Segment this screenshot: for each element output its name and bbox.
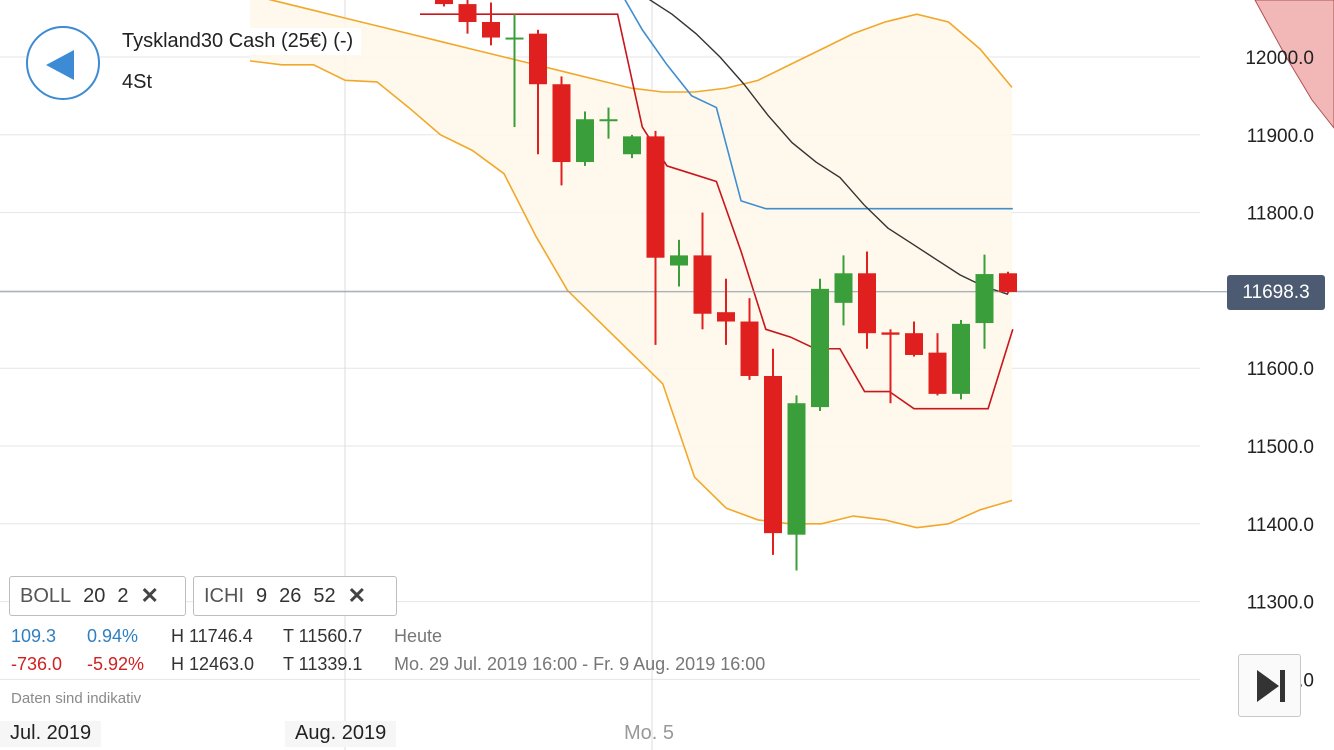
back-arrow-icon xyxy=(46,50,74,80)
bollinger-band-fill xyxy=(250,0,1012,528)
x-tick-label: Aug. 2019 xyxy=(285,721,397,747)
candle-body xyxy=(952,323,970,394)
candle-body xyxy=(999,273,1017,292)
ichi-name: ICHI xyxy=(204,584,244,607)
boll-indicator-chip[interactable]: BOLL 20 2 ✕ xyxy=(9,576,186,616)
ichi-indicator-chip[interactable]: ICHI 9 26 52 ✕ xyxy=(193,576,397,616)
candle-body xyxy=(482,21,500,38)
boll-deviation: 2 xyxy=(117,584,129,607)
candle-body xyxy=(764,375,782,534)
skip-to-end-button[interactable] xyxy=(1238,654,1301,717)
candle-body xyxy=(881,332,900,335)
candle-body xyxy=(834,273,853,303)
back-button[interactable] xyxy=(26,26,100,100)
range-low: T 11339.1 xyxy=(283,654,363,674)
range-high: H 12463.0 xyxy=(171,654,255,674)
candle-body xyxy=(787,403,806,535)
range-change: -736.0 xyxy=(11,654,63,674)
today-change-pct: 0.94% xyxy=(87,626,139,646)
candle-body xyxy=(740,321,759,376)
today-high: H 11746.4 xyxy=(171,626,253,646)
instrument-title: Tyskland30 Cash (25€) (-) xyxy=(114,28,362,55)
boll-name: BOLL xyxy=(20,584,72,607)
y-tick-label: 11900.0 xyxy=(1247,126,1314,147)
y-tick-label: 11300.0 xyxy=(1247,593,1314,614)
candle-body xyxy=(858,273,876,334)
candle-body xyxy=(529,33,547,85)
y-tick-label: 11600.0 xyxy=(1247,359,1314,380)
ichi-p2: 26 xyxy=(279,584,302,607)
close-icon[interactable]: ✕ xyxy=(347,583,367,608)
candle-body xyxy=(693,255,712,314)
today-period: Heute xyxy=(394,626,443,646)
candle-body xyxy=(435,0,453,5)
y-tick-label: 12000.0 xyxy=(1245,48,1314,69)
today-change: 109.3 xyxy=(11,626,57,646)
range-period: Mo. 29 Jul. 2019 16:00 - Fr. 9 Aug. 2019… xyxy=(394,654,766,674)
ichimoku-cloud xyxy=(1254,0,1334,129)
bollinger-upper-line xyxy=(268,0,1013,93)
candle-body xyxy=(975,274,994,324)
candle-body xyxy=(905,333,923,355)
range-change-pct: -5.92% xyxy=(87,654,145,674)
candle-body xyxy=(576,119,594,163)
ichi-p3: 52 xyxy=(313,584,336,607)
today-low: T 11560.7 xyxy=(283,626,363,646)
y-tick-label: 11800.0 xyxy=(1247,204,1314,225)
candle-body xyxy=(458,4,477,22)
candle-body xyxy=(670,255,688,266)
moving-average-line xyxy=(648,0,1009,295)
candle-body xyxy=(646,136,665,258)
kijun-line xyxy=(420,13,1014,410)
close-icon[interactable]: ✕ xyxy=(140,583,159,608)
tenkan-line xyxy=(624,0,1013,210)
disclaimer: Daten sind indikativ xyxy=(11,690,142,707)
candle-body xyxy=(717,312,735,322)
y-tick-label: 11500.0 xyxy=(1247,437,1314,458)
boll-period: 20 xyxy=(83,584,106,607)
candle-body xyxy=(552,84,571,163)
timeframe-label: 4St xyxy=(122,71,153,93)
candle-body xyxy=(505,37,524,40)
candle-body xyxy=(928,352,947,394)
x-tick-label: Jul. 2019 xyxy=(0,721,102,747)
bollinger-lower-line xyxy=(249,60,1013,529)
skip-to-end-icon xyxy=(1257,670,1285,702)
candle-body xyxy=(599,119,618,122)
x-tick-label: Mo. 5 xyxy=(624,722,675,744)
current-price-tag: 11698.3 xyxy=(1227,275,1325,310)
y-tick-label: 11400.0 xyxy=(1247,515,1314,536)
candle-body xyxy=(623,136,641,155)
candle-body xyxy=(811,288,829,408)
ichi-p1: 9 xyxy=(256,584,268,607)
